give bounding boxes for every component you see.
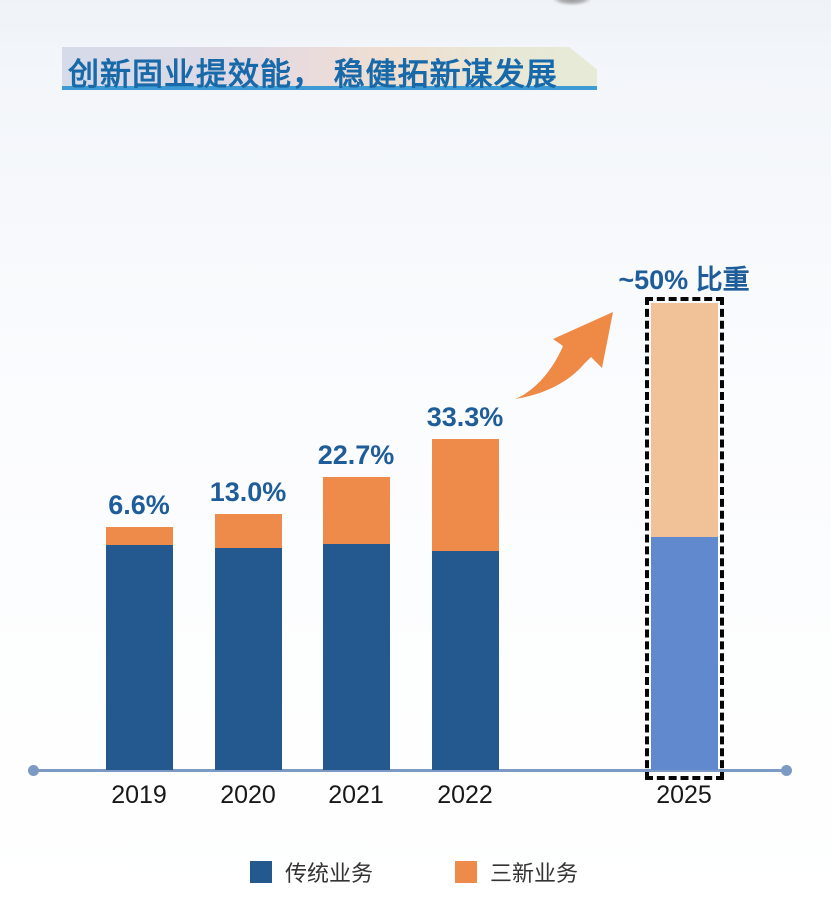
bar-value-label-2021: 22.7% (317, 440, 395, 470)
bar-2025 (650, 303, 718, 770)
legend-item-new: 三新业务 (455, 856, 578, 888)
category-label-2025: 2025 (656, 781, 712, 809)
x-axis-right-dot (781, 765, 792, 776)
bar-2020 (214, 514, 282, 770)
category-label-2021: 2021 (328, 781, 384, 809)
bar-value-label-2019: 6.6% (108, 490, 170, 520)
segment-traditional-2021 (322, 544, 390, 770)
segment-traditional-2022 (431, 551, 499, 770)
bar-value-label-2020: 13.0% (209, 477, 287, 507)
category-label-2019: 2019 (111, 781, 167, 809)
segment-traditional-2025 (650, 537, 718, 770)
category-label-2020: 2020 (220, 781, 276, 809)
partial-logo-arc (553, 0, 591, 5)
bar-2019 (105, 527, 173, 770)
segment-new-2025 (650, 303, 718, 537)
segment-new-2020 (214, 514, 282, 548)
growth-arrow-icon (515, 312, 613, 399)
legend-label-traditional: 传统业务 (285, 861, 374, 886)
bar-value-label-2022: 33.3% (426, 402, 504, 432)
legend-label-new: 三新业务 (490, 861, 579, 886)
segment-traditional-2019 (105, 545, 173, 770)
bar-2022 (431, 439, 499, 770)
segment-new-2019 (105, 527, 173, 545)
legend-item-traditional: 传统业务 (250, 856, 373, 888)
segment-new-2021 (322, 477, 390, 544)
page-title: 创新固业提效能， 稳健拓新谋发展 (68, 57, 558, 92)
highlight-dashed-frame (644, 297, 724, 780)
bar-2021 (322, 477, 390, 770)
bar-value-label-2025: ~50% 比重 (618, 265, 750, 295)
title-banner: 创新固业提效能， 稳健拓新谋发展 (62, 47, 597, 90)
x-axis-left-dot (28, 765, 39, 776)
segment-traditional-2020 (214, 548, 282, 770)
legend-swatch-traditional (250, 861, 272, 883)
legend-swatch-new (455, 861, 477, 883)
category-label-2022: 2022 (437, 781, 493, 809)
segment-new-2022 (431, 439, 499, 551)
x-axis-line (33, 769, 786, 772)
